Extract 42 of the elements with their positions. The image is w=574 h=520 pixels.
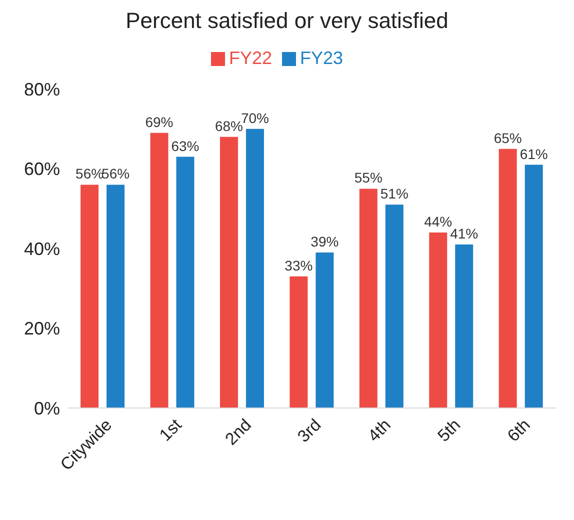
x-tick-label: 1st <box>156 415 186 445</box>
data-label: 63% <box>171 138 200 154</box>
bar <box>429 232 448 408</box>
y-tick-label: 40% <box>24 238 60 259</box>
data-label: 69% <box>145 114 174 130</box>
y-tick-label: 60% <box>24 159 60 180</box>
bar <box>176 156 194 408</box>
data-label: 65% <box>494 130 522 146</box>
x-tick-label: 2nd <box>222 415 256 449</box>
legend-label: FY23 <box>300 48 344 68</box>
x-tick-label: 4th <box>364 415 394 446</box>
y-tick-label: 80% <box>24 79 60 100</box>
bar <box>359 188 378 408</box>
x-tick-label: 6th <box>504 415 534 446</box>
bar <box>150 132 168 408</box>
bar <box>80 184 99 408</box>
data-label: 39% <box>310 233 339 250</box>
data-label: 68% <box>214 118 243 134</box>
data-label: 70% <box>240 110 269 126</box>
chart-title: Percent satisfied or very satisfied <box>124 8 450 34</box>
x-tick-label: 5th <box>434 415 464 446</box>
bar <box>106 184 125 408</box>
legend-label: FY22 <box>228 48 272 68</box>
y-tick-label: 0% <box>34 398 60 418</box>
data-label: 41% <box>450 226 478 242</box>
y-tick-label: 20% <box>24 318 60 339</box>
bar <box>524 164 543 408</box>
x-tick-label: 3rd <box>294 415 325 446</box>
data-label: 33% <box>284 257 313 274</box>
data-label: 55% <box>354 170 382 186</box>
data-label: 56% <box>102 166 130 182</box>
bar <box>220 136 238 408</box>
data-label: 44% <box>424 214 452 230</box>
bar <box>455 244 474 408</box>
data-label: 51% <box>380 186 408 202</box>
data-label: 56% <box>76 166 104 182</box>
data-label: 61% <box>520 146 548 162</box>
bar <box>246 128 264 408</box>
bar <box>316 252 334 408</box>
bar <box>385 204 404 408</box>
bar <box>290 276 308 408</box>
bar <box>498 148 517 408</box>
